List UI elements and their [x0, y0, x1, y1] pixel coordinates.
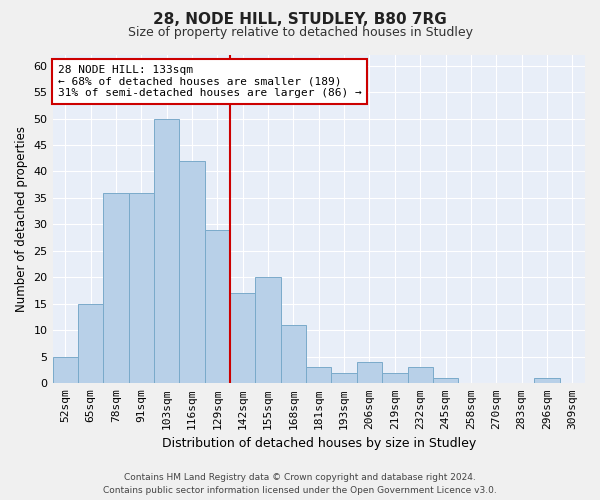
- Bar: [357, 362, 382, 384]
- Bar: [407, 368, 433, 384]
- Text: Contains HM Land Registry data © Crown copyright and database right 2024.
Contai: Contains HM Land Registry data © Crown c…: [103, 474, 497, 495]
- Bar: [534, 378, 560, 384]
- Bar: [179, 161, 205, 384]
- Bar: [306, 368, 331, 384]
- Bar: [78, 304, 103, 384]
- Text: Size of property relative to detached houses in Studley: Size of property relative to detached ho…: [128, 26, 473, 39]
- Bar: [382, 372, 407, 384]
- Bar: [205, 230, 230, 384]
- Bar: [230, 294, 256, 384]
- Text: 28, NODE HILL, STUDLEY, B80 7RG: 28, NODE HILL, STUDLEY, B80 7RG: [153, 12, 447, 28]
- Bar: [331, 372, 357, 384]
- Bar: [128, 192, 154, 384]
- Bar: [103, 192, 128, 384]
- Bar: [281, 325, 306, 384]
- Bar: [154, 118, 179, 384]
- Y-axis label: Number of detached properties: Number of detached properties: [15, 126, 28, 312]
- Bar: [53, 357, 78, 384]
- Bar: [256, 278, 281, 384]
- X-axis label: Distribution of detached houses by size in Studley: Distribution of detached houses by size …: [161, 437, 476, 450]
- Bar: [433, 378, 458, 384]
- Text: 28 NODE HILL: 133sqm
← 68% of detached houses are smaller (189)
31% of semi-deta: 28 NODE HILL: 133sqm ← 68% of detached h…: [58, 65, 362, 98]
